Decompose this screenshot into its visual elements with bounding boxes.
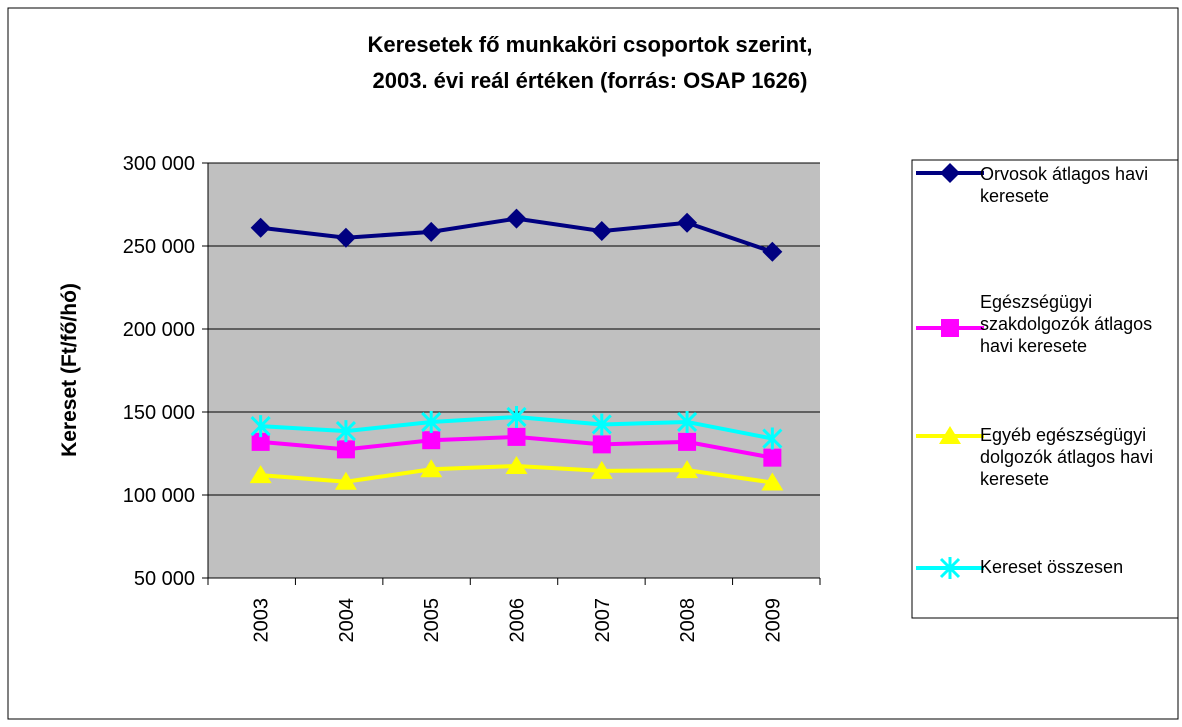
chart-title: Keresetek fő munkaköri csoportok szerint… xyxy=(367,32,812,57)
y-tick-label: 250 000 xyxy=(123,236,195,258)
series-marker xyxy=(421,410,442,433)
legend-label: Egyéb egészségügyi dolgozók átlagos havi… xyxy=(980,425,1154,489)
x-tick-label: 2009 xyxy=(762,598,784,643)
series-marker xyxy=(762,241,783,262)
y-tick-label: 100 000 xyxy=(123,485,195,507)
series-marker xyxy=(421,221,442,242)
series-marker xyxy=(591,413,612,436)
series-marker xyxy=(249,465,272,484)
legend-label: Orvosok átlagos havi keresete xyxy=(980,164,1149,206)
legend-label: Egészségügyi szakdolgozók átlagos havi k… xyxy=(980,292,1153,356)
x-tick-label: 2005 xyxy=(421,598,443,643)
y-tick-label: 200 000 xyxy=(123,319,195,341)
series-marker xyxy=(763,448,782,467)
legend-marker xyxy=(939,557,961,579)
series-marker xyxy=(676,460,699,479)
series-marker xyxy=(590,460,613,479)
series-marker xyxy=(677,212,698,233)
y-tick-label: 50 000 xyxy=(134,568,195,590)
x-tick-label: 2008 xyxy=(677,598,699,643)
series-marker xyxy=(422,431,441,450)
series-marker xyxy=(335,420,356,443)
series-marker xyxy=(762,427,783,450)
series-marker xyxy=(250,415,271,438)
x-tick-label: 2006 xyxy=(507,598,529,643)
y-tick-label: 300 000 xyxy=(123,153,195,175)
y-axis-label: Kereset (Ft/fő/hó) xyxy=(58,283,81,457)
series-marker xyxy=(505,455,528,474)
series-marker xyxy=(334,471,357,490)
series-marker xyxy=(677,410,698,433)
series-marker xyxy=(591,221,612,242)
legend xyxy=(911,159,1179,619)
series-marker xyxy=(251,432,270,451)
legend-marker xyxy=(941,319,959,337)
series-marker xyxy=(420,459,443,478)
legend-marker xyxy=(940,163,960,183)
series-marker xyxy=(336,440,355,459)
series-marker xyxy=(592,435,611,454)
series-marker xyxy=(506,208,527,229)
series-marker xyxy=(678,432,697,451)
x-tick-label: 2003 xyxy=(251,598,273,643)
x-tick-label: 2004 xyxy=(336,598,358,643)
series-marker xyxy=(506,405,527,428)
series-marker xyxy=(250,217,271,238)
series-marker xyxy=(335,227,356,248)
chart-title: 2003. évi reál értéken (forrás: OSAP 162… xyxy=(373,68,808,93)
x-tick-label: 2007 xyxy=(592,598,614,643)
y-tick-label: 150 000 xyxy=(123,402,195,424)
series-marker xyxy=(761,472,784,491)
legend-label: Kereset összesen xyxy=(980,557,1124,577)
series-marker xyxy=(507,427,526,446)
legend-marker xyxy=(939,426,961,444)
